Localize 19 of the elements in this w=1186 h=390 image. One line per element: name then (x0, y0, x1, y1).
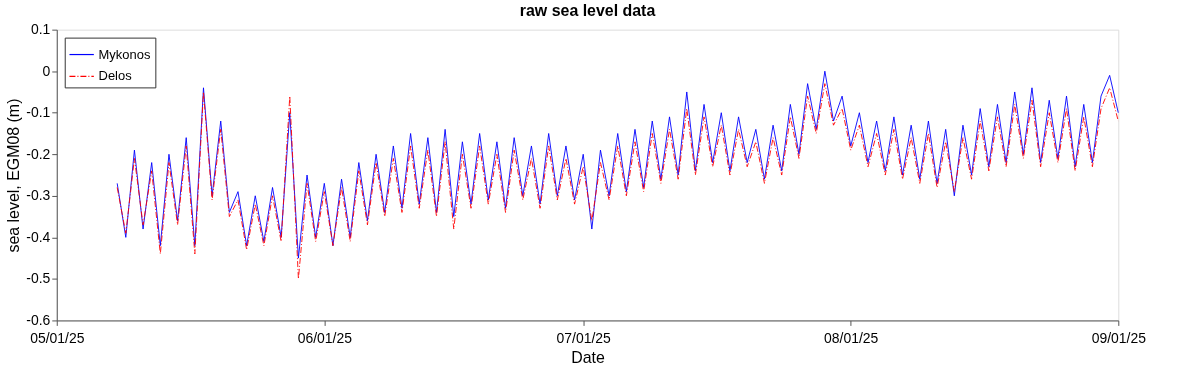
x-tick-label: 06/01/25 (297, 329, 353, 346)
line-series (116, 83, 1119, 280)
x-tick-label: 08/01/25 (824, 329, 879, 346)
y-tick-label: -0.6 (26, 311, 51, 328)
x-tick-label: 07/01/25 (556, 329, 612, 346)
y-tick-label: -0.1 (26, 104, 51, 121)
y-tick-label: 0.1 (30, 21, 51, 38)
x-tick-label: 05/01/25 (30, 329, 85, 346)
legend-label: Delos (98, 68, 132, 84)
chart-title: raw sea level data (519, 1, 656, 19)
legend-label: Mykonos (98, 46, 151, 62)
x-tick-label: 09/01/25 (1091, 329, 1147, 346)
y-tick-label: 0 (42, 62, 51, 79)
y-tick-label: -0.5 (26, 270, 51, 287)
y-tick-label: -0.2 (26, 145, 51, 162)
y-axis-title: sea level, EGM08 (m) (5, 98, 23, 253)
x-axis-title: Date (571, 348, 605, 366)
y-tick-label: -0.3 (26, 187, 51, 204)
y-tick-label: -0.4 (26, 228, 51, 245)
